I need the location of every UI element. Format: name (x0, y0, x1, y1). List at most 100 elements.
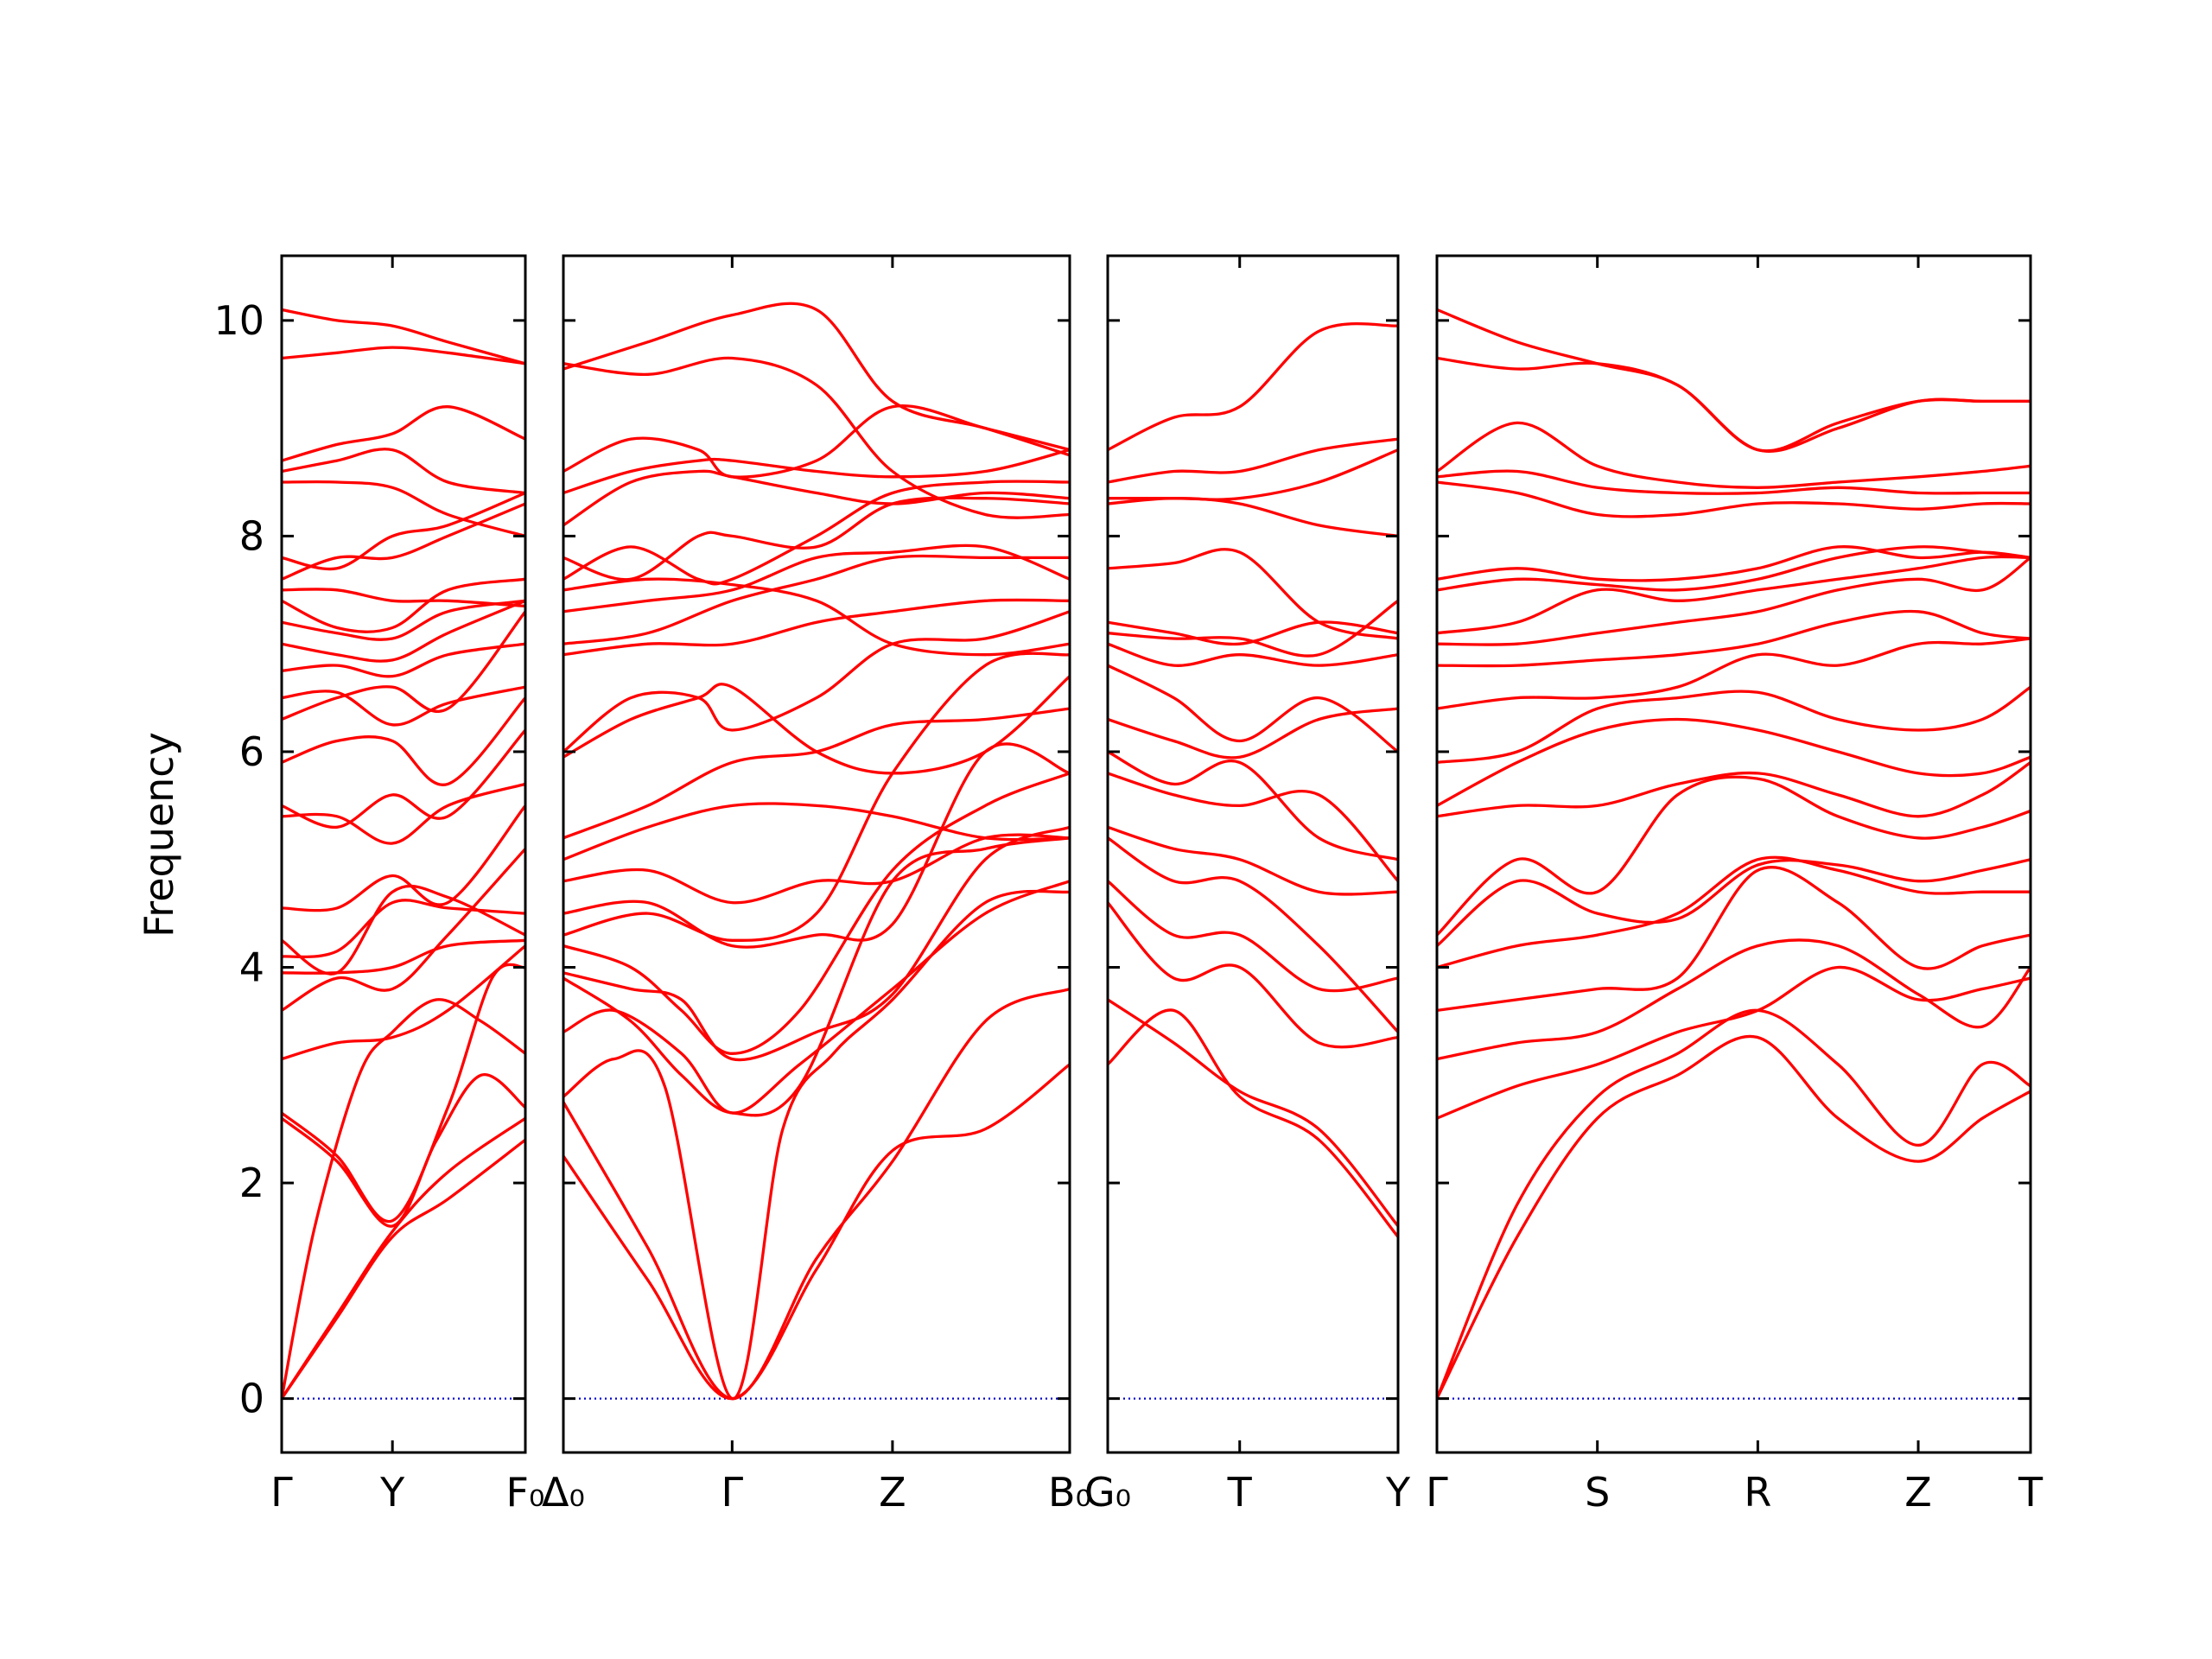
y-tick-label-4: 4 (239, 944, 264, 991)
phonon-band-2-7 (563, 772, 1070, 1055)
phonon-band-2-15 (563, 598, 1070, 657)
phonon-band-1-27 (282, 346, 525, 365)
phonon-band-4-4 (1437, 938, 2031, 1061)
band-lines (563, 302, 1070, 1401)
phonon-band-3-4 (1108, 880, 1398, 993)
x-tick-label-2-2: Γ (721, 1469, 744, 1516)
x-tick-label-1-2: Y (379, 1469, 405, 1516)
band-lines (1437, 308, 2031, 1401)
phonon-band-4-10 (1437, 717, 2031, 808)
panel-2: Δ₀ Γ Z B₀ (542, 254, 1091, 1516)
phonon-band-1-18 (282, 599, 525, 663)
phonon-band-1-21 (282, 588, 525, 608)
phonon-band-2-8 (563, 652, 1070, 942)
phonon-band-4-6 (1437, 855, 2031, 969)
phonon-band-2-11 (563, 802, 1070, 861)
phonon-band-1-8 (282, 938, 525, 975)
phonon-band-1-10 (282, 884, 525, 976)
phonon-band-1-16 (282, 685, 525, 727)
phonon-band-1-12 (282, 782, 525, 845)
phonon-band-1-5 (282, 963, 525, 1224)
phonon-band-1-28 (282, 308, 525, 365)
x-tick-label-1-1: Γ (270, 1469, 293, 1516)
x-tick-label-3-3: Y (1385, 1469, 1411, 1516)
phonon-band-2-20 (563, 496, 1070, 582)
phonon-band-4-13 (1437, 609, 2031, 668)
phonon-band-1-4 (282, 1073, 525, 1228)
phonon-band-2-12 (563, 707, 1070, 840)
phonon-band-1-23 (282, 491, 525, 571)
phonon-band-3-14 (1108, 548, 1398, 640)
y-tick-label-10: 10 (213, 297, 264, 344)
phonon-band-3-1 (1108, 1008, 1398, 1239)
phonon-band-4-15 (1437, 555, 2031, 635)
panel-frame (562, 254, 1071, 1454)
phonon-band-3-16 (1108, 448, 1398, 501)
phonon-band-3-3 (1108, 900, 1398, 1049)
phonon-band-4-16 (1437, 545, 2031, 592)
panel-frame (1106, 254, 1400, 1454)
phonon-band-3-8 (1108, 750, 1398, 861)
phonon-band-4-11 (1437, 685, 2031, 765)
phonon-band-2-2 (563, 987, 1070, 1401)
phonon-band-1-6 (282, 944, 525, 1061)
phonon-band-1-11 (282, 804, 525, 912)
phonon-band-1-19 (282, 599, 525, 641)
phonon-band-3-6 (1108, 825, 1398, 896)
phonon-band-4-19 (1437, 469, 2031, 495)
x-tick-label-4-2: S (1585, 1469, 1610, 1516)
phonon-band-2-23 (563, 404, 1070, 479)
x-tick-label-2-3: Z (879, 1469, 906, 1516)
panel-frame (280, 254, 527, 1454)
phonon-band-4-5 (1437, 866, 2031, 1013)
phonon-band-2-18 (563, 577, 1070, 657)
phonon-band-3-7 (1108, 772, 1398, 883)
phonon-band-1-7 (282, 847, 525, 1013)
phonon-band-3-11 (1108, 642, 1398, 667)
phonon-band-2-16 (563, 554, 1070, 645)
phonon-band-1-17 (282, 642, 525, 678)
phonon-band-4-17 (1437, 545, 2031, 582)
phonon-band-2-21 (563, 469, 1070, 527)
panel-1: 0 2 4 6 8 10 Γ Y F₀ (213, 254, 545, 1516)
phonon-band-2-24 (563, 356, 1070, 519)
phonon-band-3-12 (1108, 599, 1398, 658)
phonon-band-2-19 (563, 480, 1070, 586)
x-tick-label-1-3: F₀ (506, 1469, 545, 1516)
phonon-band-2-14 (563, 610, 1070, 753)
phonon-band-1-15 (282, 610, 525, 721)
phonon-band-2-10 (563, 833, 1070, 905)
phonon-band-3-17 (1108, 437, 1398, 484)
phonon-band-1-13 (282, 728, 525, 829)
phonon-band-1-26 (282, 405, 525, 462)
band-lines (282, 308, 525, 1401)
phonon-band-4-18 (1437, 480, 2031, 518)
y-tick-label-2: 2 (239, 1160, 264, 1206)
x-tick-label-2-4: B₀ (1048, 1469, 1091, 1516)
phonon-band-4-2 (1437, 1008, 2031, 1401)
phonon-band-1-9 (282, 899, 525, 959)
phonon-band-2-4 (563, 880, 1070, 1115)
panel-3: G₀ T Y (1084, 254, 1411, 1516)
x-tick-label-4-5: T (2018, 1469, 2044, 1516)
phonon-band-3-5 (1108, 836, 1398, 1034)
phonon-band-4-20 (1437, 421, 2031, 489)
y-tick-label-6: 6 (239, 728, 264, 775)
x-tick-label-3-2: T (1227, 1469, 1253, 1516)
phonon-band-2-5 (563, 836, 1070, 1117)
phonon-band-3-18 (1108, 322, 1398, 452)
phonon-band-3-15 (1108, 497, 1398, 538)
x-tick-label-4-4: Z (1904, 1469, 1932, 1516)
phonon-band-2-13 (563, 674, 1070, 775)
phonon-band-3-13 (1108, 620, 1398, 646)
phonon-band-1-3 (282, 998, 525, 1401)
phonon-band-2-6 (563, 825, 1070, 1062)
phonon-band-2-25 (563, 302, 1070, 457)
x-tick-label-4-3: R (1744, 1469, 1771, 1516)
phonon-band-1-20 (282, 577, 525, 633)
phonon-band-1-2 (282, 1116, 525, 1401)
phonon-band-4-22 (1437, 308, 2031, 453)
